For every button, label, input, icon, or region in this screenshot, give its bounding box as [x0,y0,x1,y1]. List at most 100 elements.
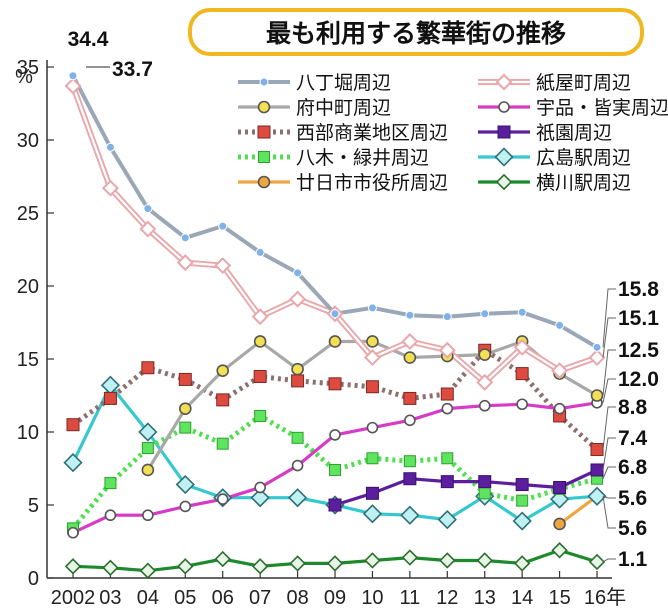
y-tick-label: 0 [28,568,39,590]
series-3-point-13 [553,402,566,415]
x-tick-label: 11 [399,587,420,609]
series-6-point-8 [366,452,379,465]
series-2-point-8 [366,335,379,348]
series-4-point-12 [515,367,529,381]
series-3-point-3 [179,500,192,513]
series-9-point-9 [401,549,419,566]
series-7-point-10 [437,509,457,530]
y-tick-label: 5 [28,495,39,517]
y-tick-label: 35 [17,57,39,79]
series-5-point-7 [328,498,342,512]
legend-label-9: 横川駅周辺 [536,172,631,194]
series-3-point-12 [516,398,528,411]
series-6-point-4 [216,437,229,450]
legend-marker-1 [495,73,513,91]
legend-marker-9 [495,173,513,191]
series-0-point-4 [218,221,228,231]
series-6-point-2 [141,442,154,455]
legend-label-0: 八丁堀周辺 [296,72,391,94]
series-3-point-0 [67,526,79,539]
series-7-point-0 [63,453,83,473]
series-1-point-6 [289,290,307,308]
x-tick-label: 09 [324,587,346,609]
series-0-point-7 [330,309,340,319]
legend-label-6: 八木・緑井周辺 [296,147,429,169]
series-9-point-11 [476,552,493,569]
series-0-point-1 [105,142,115,152]
series-9-point-5 [251,558,269,575]
series-0-point-3 [180,233,190,243]
end-label-leader [602,496,616,529]
series-6-point-11 [478,487,491,500]
series-5-point-13 [553,480,567,494]
series-7-point-9 [400,505,420,525]
series-line-8 [558,494,598,526]
end-label-leader [602,495,616,499]
series-9-point-13 [551,542,568,559]
end-label: 12.5 [618,339,659,362]
series-5-point-11 [478,475,492,489]
series-9-point-4 [214,550,231,568]
series-5-point-14 [590,463,604,477]
series-4-point-10 [440,387,454,401]
series-0-point-11 [480,309,490,319]
series-1-point-4 [214,257,232,275]
series-3-point-7 [329,429,341,441]
series-1-point-11 [476,373,494,391]
end-label-leader [602,466,616,479]
legend-marker-8 [257,175,271,189]
series-3-point-1 [104,509,117,522]
series-9-point-8 [364,552,381,569]
series-6-point-12 [516,494,529,507]
series-3-point-5 [254,481,266,494]
series-7-point-12 [512,511,532,531]
series-9-point-0 [64,558,82,575]
end-label-leader [602,349,616,396]
series-5-point-9 [403,472,417,486]
legend-label-1: 紙屋町周辺 [536,72,631,94]
series-7-point-6 [287,488,308,508]
series-5-point-10 [440,475,454,489]
chart-title: 最も利用する繁華街の推移 [266,19,566,48]
x-tick-label: 12 [436,587,458,609]
series-1-point-8 [363,349,381,367]
series-3-point-4 [216,493,229,505]
series-6-point-3 [179,421,192,434]
series-1-point-10 [438,341,456,359]
series-0-point-14 [592,342,602,352]
series-3-point-6 [291,459,304,472]
x-tick-label: 10 [361,587,383,609]
end-label: 8.8 [618,396,648,419]
end-label-leader [602,378,616,403]
legend-label-8: 廿日市市役所周辺 [296,172,448,194]
series-6-point-7 [329,463,342,476]
series-6-point-1 [104,477,117,490]
x-tick-label: 07 [249,587,271,609]
series-4-point-6 [291,374,305,388]
series-4-point-8 [365,380,379,394]
series-9-point-7 [326,555,344,572]
title-box [188,8,644,56]
x-tick-label: 04 [137,587,159,609]
x-tick-label: 15 [548,587,570,609]
series-0-point-5 [255,247,265,257]
series-9-point-12 [513,555,531,572]
legend-marker-4 [257,125,271,139]
end-label-leader [602,437,616,471]
y-axis-unit: % [15,66,33,88]
y-tick-label: 20 [17,276,39,298]
series-2-point-6 [291,362,304,376]
series-4-point-9 [403,391,417,405]
y-tick-label: 30 [17,130,39,152]
end-label-leader [602,558,616,563]
series-6-point-10 [441,452,454,465]
series-3-point-11 [478,399,491,412]
series-5-point-8 [365,486,379,500]
series-2-point-7 [328,335,342,348]
series-4-point-14 [590,443,604,457]
x-tick-label: 2002 [51,587,96,609]
series-2-point-9 [403,351,417,364]
end-label: 15.8 [618,278,659,301]
legend-label-4: 西部商業地区周辺 [296,122,448,144]
